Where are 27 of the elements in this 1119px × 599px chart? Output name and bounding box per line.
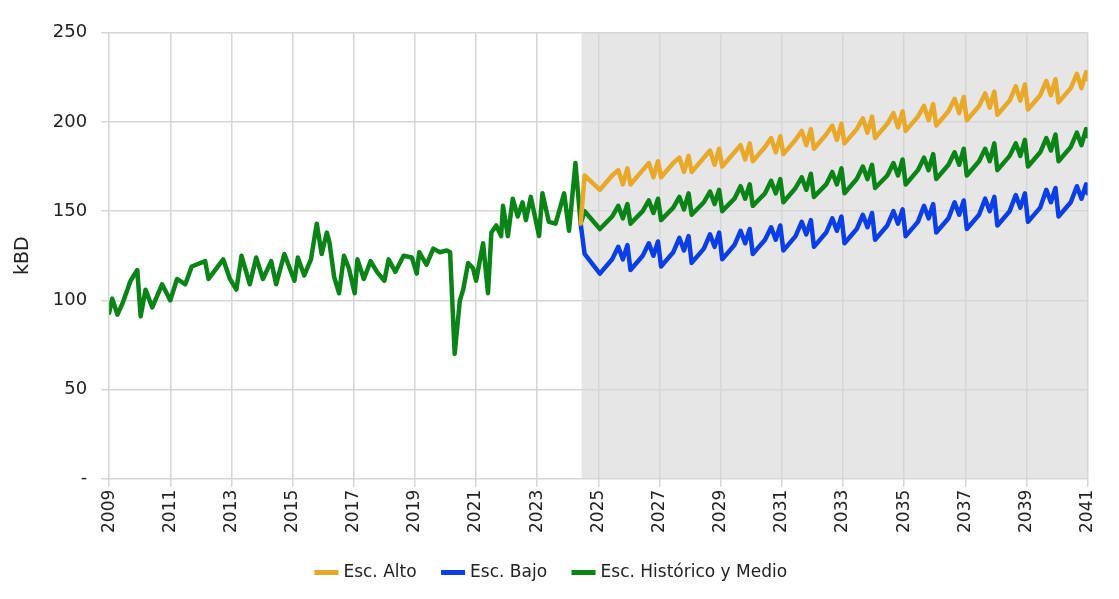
x-tick-label: 2015 — [281, 489, 302, 533]
x-tick-label: 2033 — [831, 489, 852, 533]
x-tick-label: 2023 — [525, 489, 546, 533]
y-axis-title: kBD — [10, 236, 33, 276]
x-tick-label: 2037 — [953, 489, 974, 533]
legend-label: Esc. Bajo — [470, 560, 548, 581]
x-tick-label: 2039 — [1014, 489, 1035, 533]
y-tick-label: 50 — [64, 377, 88, 399]
y-tick-label: 150 — [52, 198, 88, 220]
y-tick-label: 100 — [52, 288, 88, 310]
legend-label: Esc. Histórico y Medio — [600, 560, 788, 581]
x-tick-label: 2013 — [219, 489, 240, 533]
x-tick-label: 2041 — [1076, 489, 1097, 533]
x-tick-label: 2025 — [586, 489, 607, 533]
x-tick-label: 2031 — [770, 489, 791, 533]
x-tick-label: 2027 — [647, 489, 668, 533]
x-tick-label: 2011 — [158, 489, 179, 533]
x-tick-label: 2035 — [892, 489, 913, 533]
legend-label: Esc. Alto — [343, 560, 417, 581]
x-tick-label: 2009 — [97, 489, 118, 533]
y-tick-label: 200 — [52, 109, 88, 131]
x-tick-label: 2021 — [464, 489, 485, 533]
y-tick-label: 250 — [52, 20, 88, 42]
x-tick-label: 2017 — [342, 489, 363, 533]
x-tick-label: 2029 — [709, 489, 730, 533]
y-tick-label: - — [80, 466, 88, 488]
x-tick-label: 2019 — [403, 489, 424, 533]
